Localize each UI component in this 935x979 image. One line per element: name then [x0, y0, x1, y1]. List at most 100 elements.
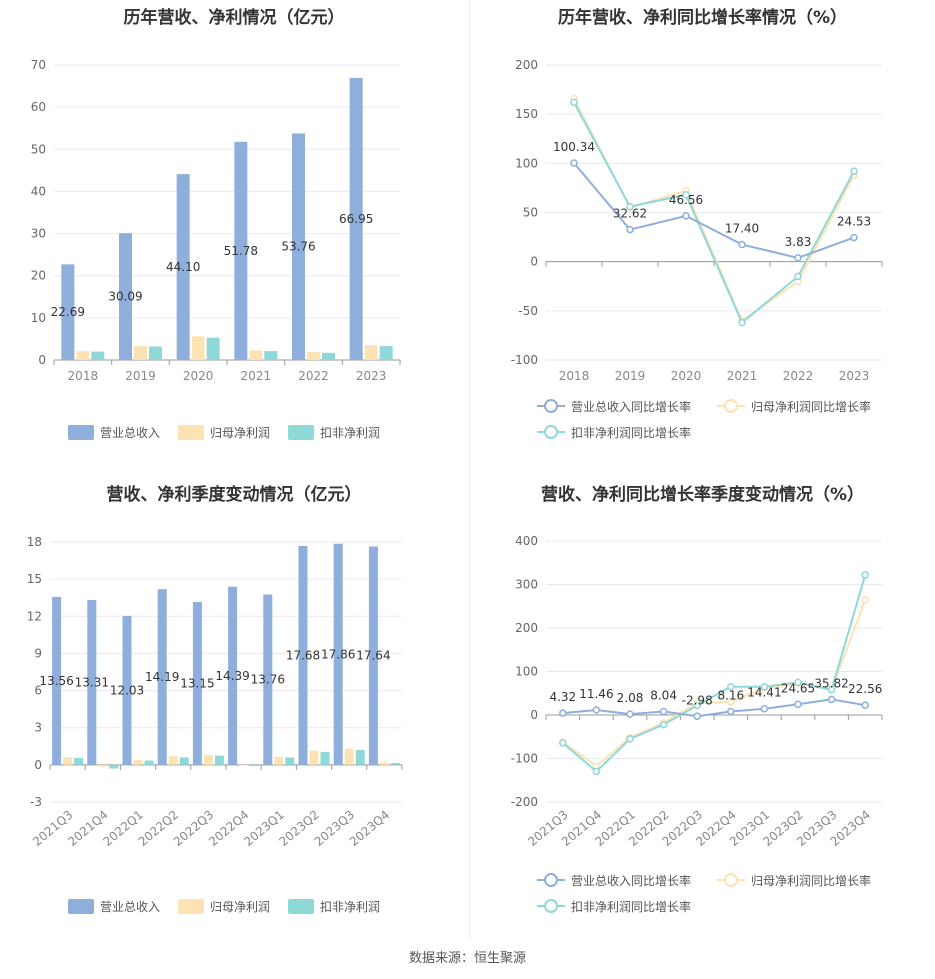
- data-point: [727, 707, 735, 716]
- bar-net-profit: [134, 346, 147, 360]
- data-point: [727, 698, 735, 706]
- bar-revenue: [263, 594, 273, 765]
- data-point: [659, 707, 668, 716]
- x-tick-label: 2021: [241, 369, 272, 383]
- y-tick-label: 15: [27, 572, 42, 586]
- bar-net-profit: [98, 764, 108, 767]
- chart-title: 历年营收、净利同比增长率情况（%）: [557, 8, 848, 28]
- bar-net-profit: [168, 756, 178, 765]
- data-label: -2.98: [682, 693, 713, 707]
- legend-label: 扣非净利润: [320, 900, 380, 914]
- series-line: [573, 162, 855, 259]
- data-label: 12.03: [110, 683, 144, 697]
- bar-net-profit: [239, 764, 249, 766]
- data-label: 8.16: [717, 688, 744, 702]
- data-label: 8.04: [650, 689, 677, 703]
- data-label: 13.76: [251, 673, 285, 687]
- data-point: [592, 706, 601, 714]
- data-label: 17.68: [286, 648, 320, 662]
- data-label: 14.41: [747, 686, 781, 700]
- series-line: [562, 574, 867, 773]
- legend-label: 归母净利润: [210, 426, 270, 440]
- legend-marker: [544, 399, 558, 413]
- y-tick-label: 200: [515, 621, 538, 635]
- data-label: 2.08: [617, 691, 644, 705]
- data-label: 17.64: [356, 649, 390, 663]
- x-tick-label: 2020: [671, 369, 702, 383]
- legend-swatch: [288, 425, 314, 440]
- data-label: 13.31: [75, 675, 109, 689]
- data-point: [861, 701, 869, 709]
- data-point: [794, 254, 802, 262]
- legend-swatch: [68, 425, 94, 440]
- legend-marker: [544, 425, 558, 439]
- y-tick-label: 12: [27, 609, 42, 623]
- x-tick-label: 2021: [727, 369, 758, 383]
- legend-label: 归母净利润同比增长率: [751, 399, 871, 414]
- data-point: [861, 571, 869, 579]
- bar-net-profit: [344, 748, 354, 765]
- y-tick-label: 150: [515, 107, 538, 121]
- y-tick-label: -50: [518, 304, 538, 318]
- legend-swatch: [178, 899, 204, 914]
- y-tick-label: 0: [34, 758, 42, 772]
- data-label: 100.34: [553, 140, 595, 154]
- bar-revenue: [298, 545, 308, 765]
- chart-title: 营收、净利季度变动情况（亿元）: [106, 485, 362, 505]
- data-point: [570, 159, 578, 167]
- y-tick-label: 40: [31, 184, 46, 198]
- data-label: 44.10: [166, 260, 200, 274]
- y-tick-label: 0: [530, 255, 538, 269]
- x-tick-label: 2020: [183, 369, 214, 383]
- data-point: [727, 682, 735, 691]
- bar-deducted-profit: [214, 755, 224, 765]
- bar-revenue: [333, 543, 343, 765]
- quarter-growth-panel: 营收、净利同比增长率季度变动情况（%） -200 -100 0 100 200 300 40…: [470, 470, 935, 940]
- x-tick-label: 2022: [783, 369, 814, 383]
- bar-net-profit: [63, 757, 73, 765]
- bar-net-profit: [191, 336, 205, 360]
- bar-deducted-profit: [149, 346, 162, 360]
- data-label: 13.15: [180, 676, 214, 690]
- data-point: [626, 710, 634, 718]
- bar-deducted-profit: [109, 764, 119, 769]
- bar-revenue: [234, 141, 248, 360]
- data-label: 13.56: [39, 674, 73, 688]
- data-label: 30.09: [108, 290, 142, 304]
- data-point: [659, 720, 668, 729]
- bar-deducted-profit: [206, 337, 220, 360]
- data-label: 24.65: [781, 681, 815, 695]
- data-point: [827, 686, 836, 694]
- y-tick-label: -100: [511, 353, 538, 367]
- y-tick-label: -3: [30, 795, 42, 809]
- data-point: [794, 700, 802, 709]
- data-point: [794, 678, 802, 687]
- y-tick-label: 300: [515, 578, 538, 592]
- data-label: 3.83: [785, 235, 812, 249]
- data-point: [626, 225, 634, 234]
- legend-label: 营业总收入同比增长率: [571, 873, 691, 888]
- x-tick-label: 2023Q4: [347, 808, 392, 849]
- bar-deducted-profit: [91, 351, 105, 360]
- data-label: 14.39: [215, 669, 249, 683]
- legend-label: 扣非净利润同比增长率: [571, 899, 691, 914]
- bar-net-profit: [133, 759, 143, 765]
- bar-deducted-profit: [250, 764, 260, 767]
- data-point: [559, 709, 567, 717]
- data-label: 51.78: [224, 244, 258, 258]
- y-tick-label: 400: [515, 534, 538, 548]
- data-label: 14.19: [145, 670, 179, 684]
- x-tick-label: 2023: [839, 369, 870, 383]
- bar-net-profit: [249, 350, 263, 360]
- bar-net-profit: [203, 754, 213, 765]
- data-point: [760, 682, 769, 691]
- bar-deducted-profit: [285, 757, 295, 765]
- data-label: 66.95: [339, 212, 373, 226]
- bar-deducted-profit: [320, 751, 330, 765]
- data-label: 22.56: [848, 682, 882, 696]
- y-tick-label: 200: [515, 58, 538, 72]
- quarter-revenue-profit-panel: 营收、净利季度变动情况（亿元） -3 0 3 6 9 12 15 18 2021Q3 2021Q4…: [0, 470, 468, 940]
- data-point: [682, 212, 690, 220]
- bar-deducted-profit: [390, 763, 400, 765]
- y-tick-label: 18: [27, 535, 42, 549]
